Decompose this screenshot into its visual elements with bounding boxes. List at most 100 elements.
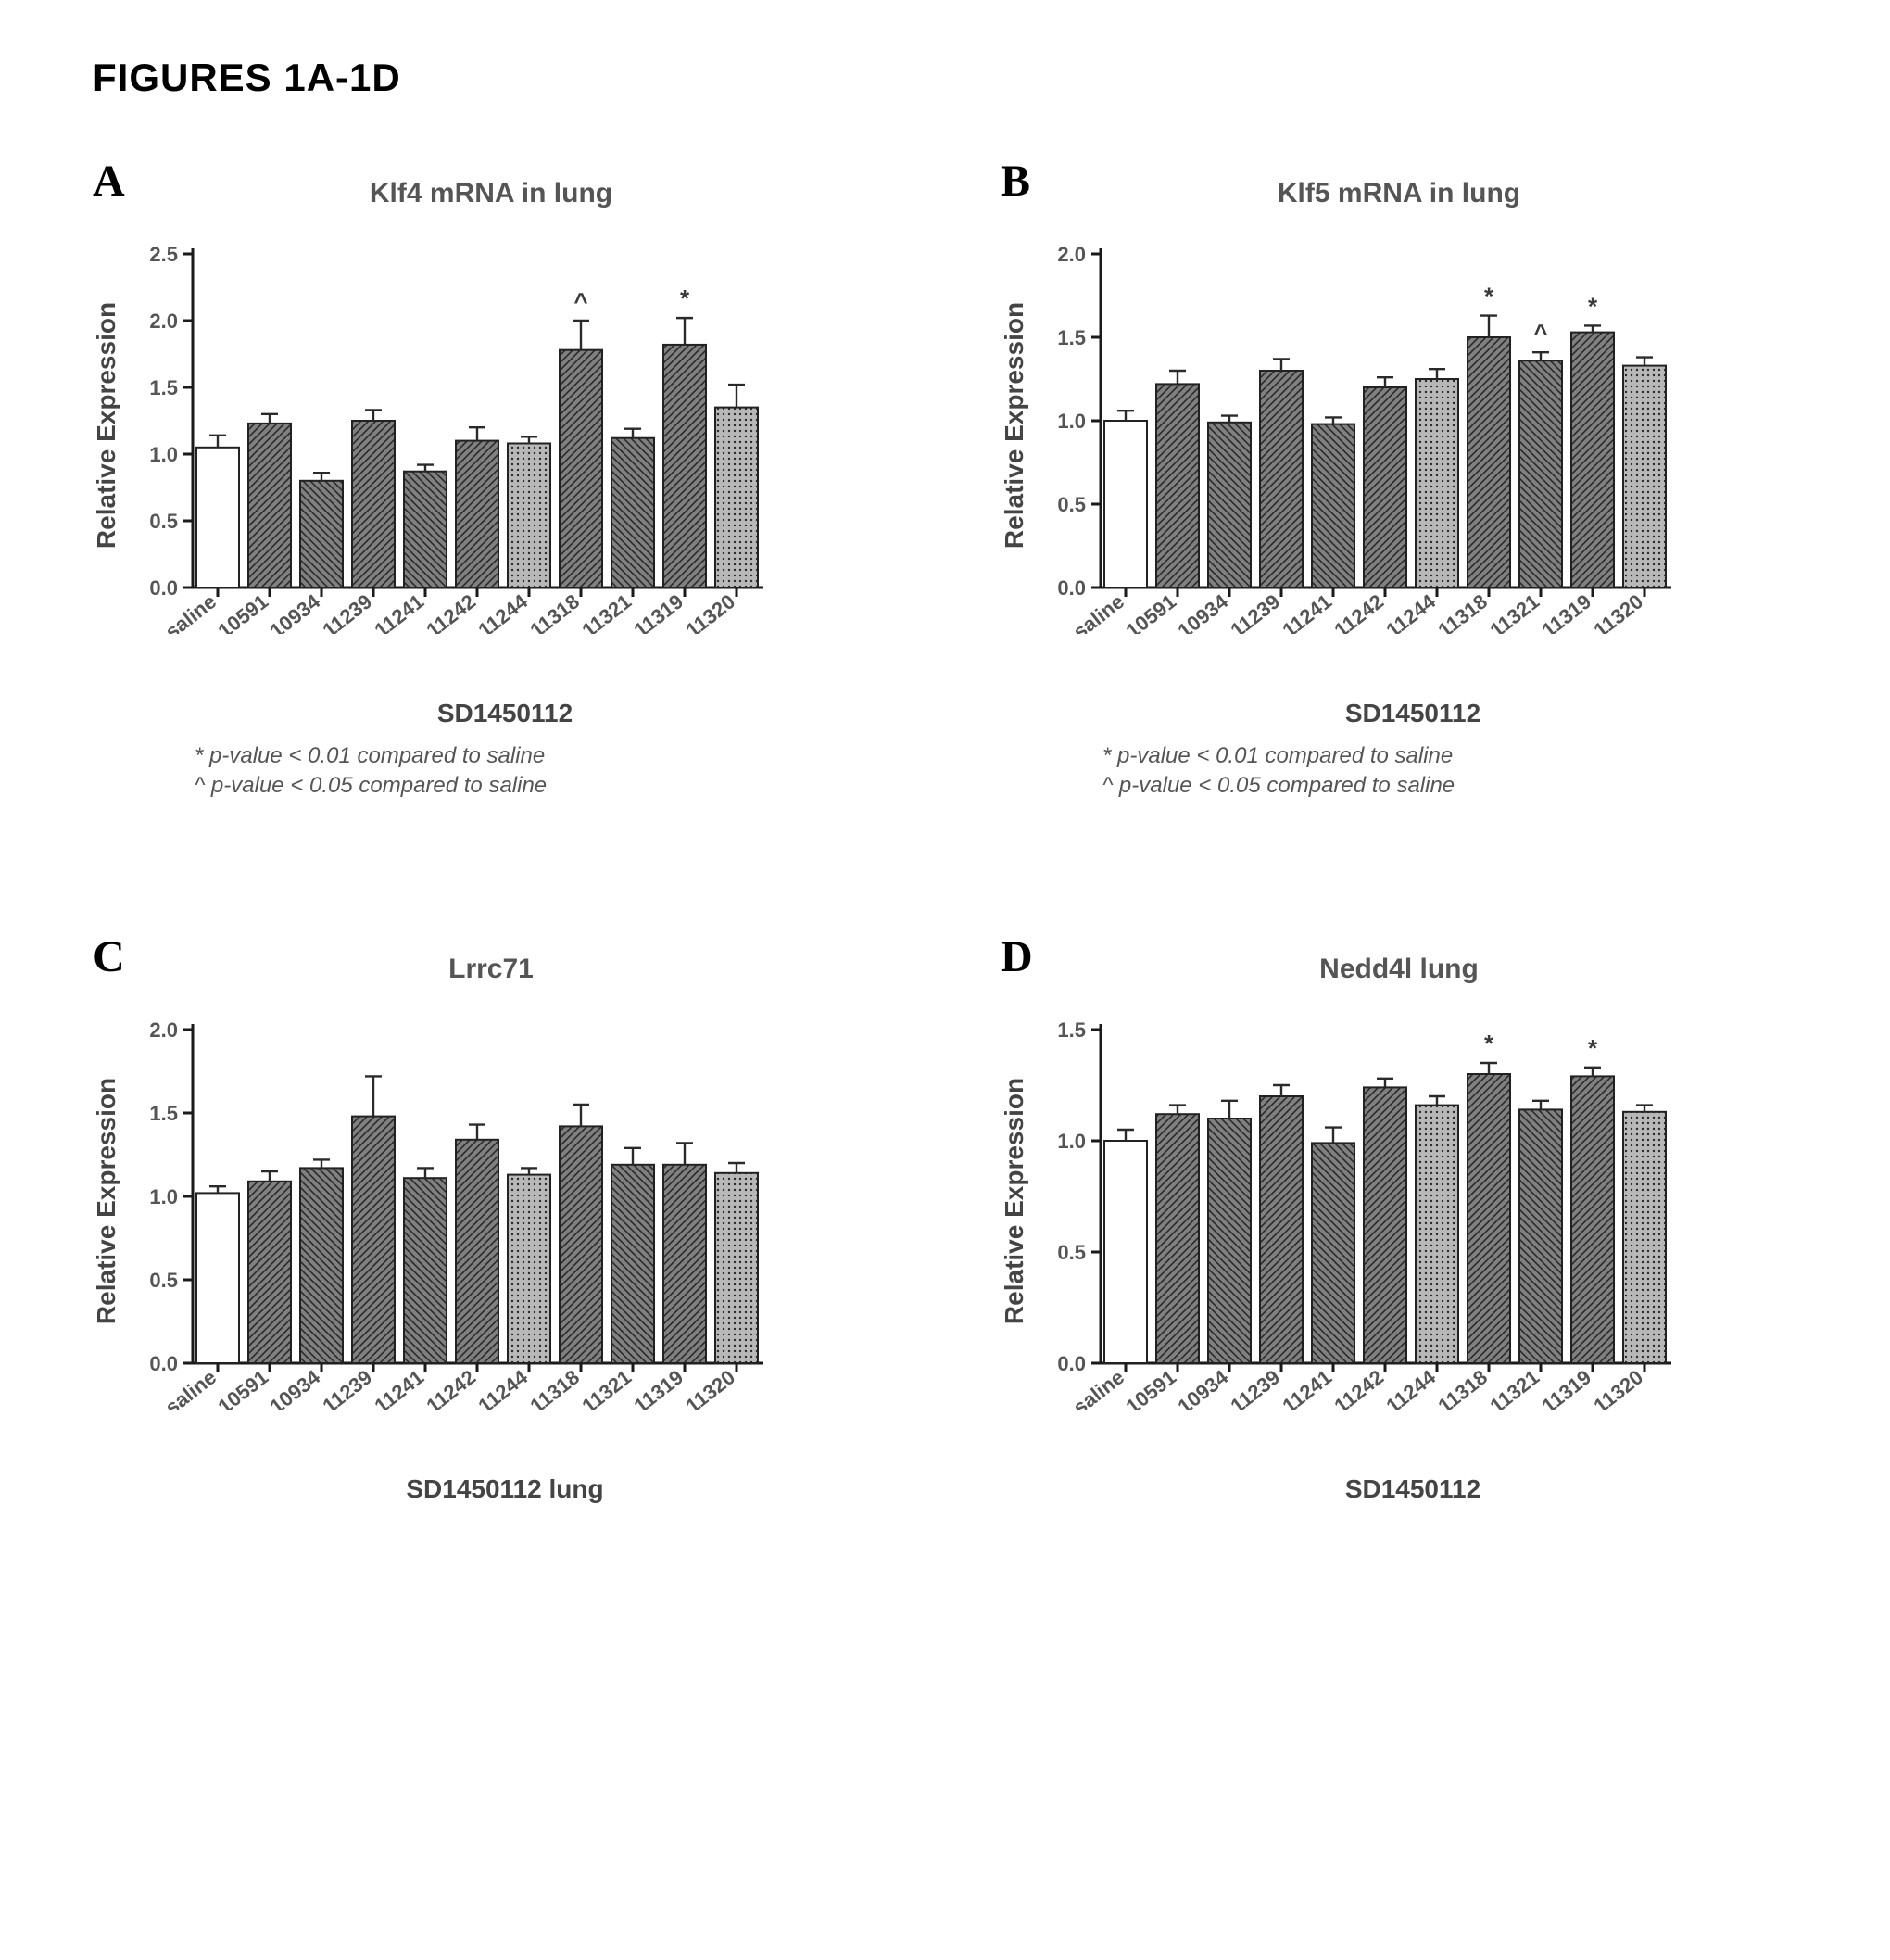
- category-label: 11241: [370, 1365, 428, 1410]
- panel-letter: D: [1001, 931, 1033, 982]
- bar: [404, 472, 447, 588]
- y-tick-label: 2.5: [149, 243, 178, 266]
- bar: [1416, 379, 1458, 588]
- y-tick-label: 2.0: [1057, 243, 1086, 266]
- bar: [1519, 360, 1562, 588]
- chart-wrap: Relative Expression0.00.51.01.52.0saline…: [93, 993, 889, 1410]
- y-axis-label: Relative Expression: [0, 1187, 283, 1215]
- significance-marker: ^: [573, 287, 587, 315]
- panels-grid: AKlf4 mRNA in lungRelative Expression0.0…: [74, 174, 1816, 1504]
- category-label: 11242: [422, 589, 480, 634]
- footnote-caret: ^ p-value < 0.05 compared to saline: [1102, 771, 1797, 801]
- category-label: 11321: [577, 1365, 636, 1410]
- y-tick-label: 0.0: [149, 576, 178, 600]
- panel-letter: C: [93, 931, 125, 982]
- category-label: 11241: [1278, 1365, 1336, 1410]
- bar: [611, 438, 654, 588]
- category-label: 11318: [525, 589, 584, 634]
- y-tick-label: 1.5: [149, 376, 178, 399]
- bar: [1364, 387, 1406, 588]
- y-tick-label: 0.0: [149, 1352, 178, 1375]
- chart-title: Klf4 mRNA in lung: [93, 178, 889, 209]
- y-tick-label: 0.5: [1057, 493, 1086, 516]
- category-label: 10591: [213, 589, 272, 634]
- chart-title: Klf5 mRNA in lung: [1001, 178, 1797, 209]
- significance-marker: ^: [1533, 319, 1547, 347]
- bar: [611, 1165, 654, 1363]
- bar: [1416, 1105, 1458, 1362]
- category-label: 11239: [1226, 1365, 1284, 1410]
- bar: [1623, 1112, 1666, 1363]
- category-label: 11319: [629, 1365, 687, 1410]
- bar: [1156, 1114, 1199, 1363]
- bar: [1571, 333, 1614, 588]
- footnotes: * p-value < 0.01 compared to saline^ p-v…: [1102, 741, 1797, 802]
- category-label: 10591: [1121, 1365, 1180, 1410]
- chart-wrap: Relative Expression0.00.51.01.52.0saline…: [1001, 217, 1797, 634]
- panel-b: BKlf5 mRNA in lungRelative Expression0.0…: [1001, 174, 1797, 802]
- category-label: 11319: [1537, 589, 1595, 634]
- bar: [1104, 421, 1147, 588]
- category-label: 11320: [681, 1365, 739, 1410]
- chart-wrap: Relative Expression0.00.51.01.5saline105…: [1001, 993, 1797, 1410]
- category-label: 10934: [1173, 1365, 1232, 1410]
- category-label: 11244: [473, 589, 532, 634]
- page: FIGURES 1A-1D AKlf4 mRNA in lung Relative…: [0, 0, 1890, 1960]
- x-axis-label: SD1450112: [120, 699, 889, 728]
- x-axis-label: SD1450112: [1028, 1474, 1797, 1504]
- category-label: 11242: [422, 1365, 480, 1410]
- bar: [1260, 371, 1303, 588]
- category-label: 11320: [1589, 1365, 1647, 1410]
- footnote-caret: ^ p-value < 0.05 compared to saline: [195, 771, 889, 801]
- bar: [300, 481, 343, 588]
- bar: [456, 441, 498, 588]
- bar: [1364, 1087, 1406, 1363]
- bar: [1104, 1141, 1147, 1363]
- category-label: 11318: [1433, 1365, 1492, 1410]
- category-label: 11239: [318, 1365, 376, 1410]
- bar: [1571, 1076, 1614, 1363]
- category-label: 11244: [1381, 1365, 1440, 1410]
- category-label: 11318: [525, 1365, 584, 1410]
- significance-marker: *: [680, 285, 690, 312]
- category-label: 10934: [265, 589, 324, 634]
- chart-wrap: Relative Expression0.00.51.01.52.02.5sal…: [93, 217, 889, 634]
- bar: [456, 1140, 498, 1363]
- bar: [715, 408, 758, 588]
- bar: [663, 1165, 706, 1363]
- bar: [508, 443, 550, 588]
- y-tick-label: 0.0: [1057, 1352, 1086, 1375]
- footnote-star: * p-value < 0.01 compared to saline: [1102, 741, 1797, 771]
- category-label: 11241: [1278, 589, 1336, 634]
- category-label: 10934: [1173, 589, 1232, 634]
- category-label: 10591: [1121, 589, 1180, 634]
- category-label: 10934: [265, 1365, 324, 1410]
- y-axis-label: Relative Expression: [838, 1187, 1191, 1215]
- category-label: 11239: [1226, 589, 1284, 634]
- category-label: 11318: [1433, 589, 1492, 634]
- bar: [560, 1126, 602, 1363]
- bar: [352, 421, 395, 588]
- panel-d: DNedd4l lungRelative Expression0.00.51.0…: [1001, 950, 1797, 1504]
- bar: [196, 1193, 239, 1363]
- bar: [1260, 1096, 1303, 1363]
- bar: [352, 1116, 395, 1362]
- significance-marker: *: [1484, 283, 1494, 310]
- y-tick-label: 1.0: [1057, 1130, 1086, 1153]
- y-tick-label: 1.5: [1057, 326, 1086, 349]
- significance-marker: *: [1484, 1030, 1494, 1057]
- panel-letter: A: [93, 156, 125, 207]
- panel-letter: B: [1001, 156, 1030, 207]
- category-label: 11239: [318, 589, 376, 634]
- significance-marker: *: [1588, 1034, 1598, 1062]
- y-tick-label: 0.5: [149, 1269, 178, 1292]
- category-label: 11321: [1485, 589, 1544, 634]
- figure-heading: FIGURES 1A-1D: [93, 56, 1816, 100]
- category-label: 10591: [213, 1365, 272, 1410]
- y-tick-label: 2.0: [149, 1018, 178, 1042]
- bar: [1208, 423, 1251, 588]
- footnote-star: * p-value < 0.01 compared to saline: [195, 741, 889, 771]
- bar: [1312, 424, 1354, 588]
- chart-title: Lrrc71: [93, 954, 889, 985]
- category-label: 11241: [370, 589, 428, 634]
